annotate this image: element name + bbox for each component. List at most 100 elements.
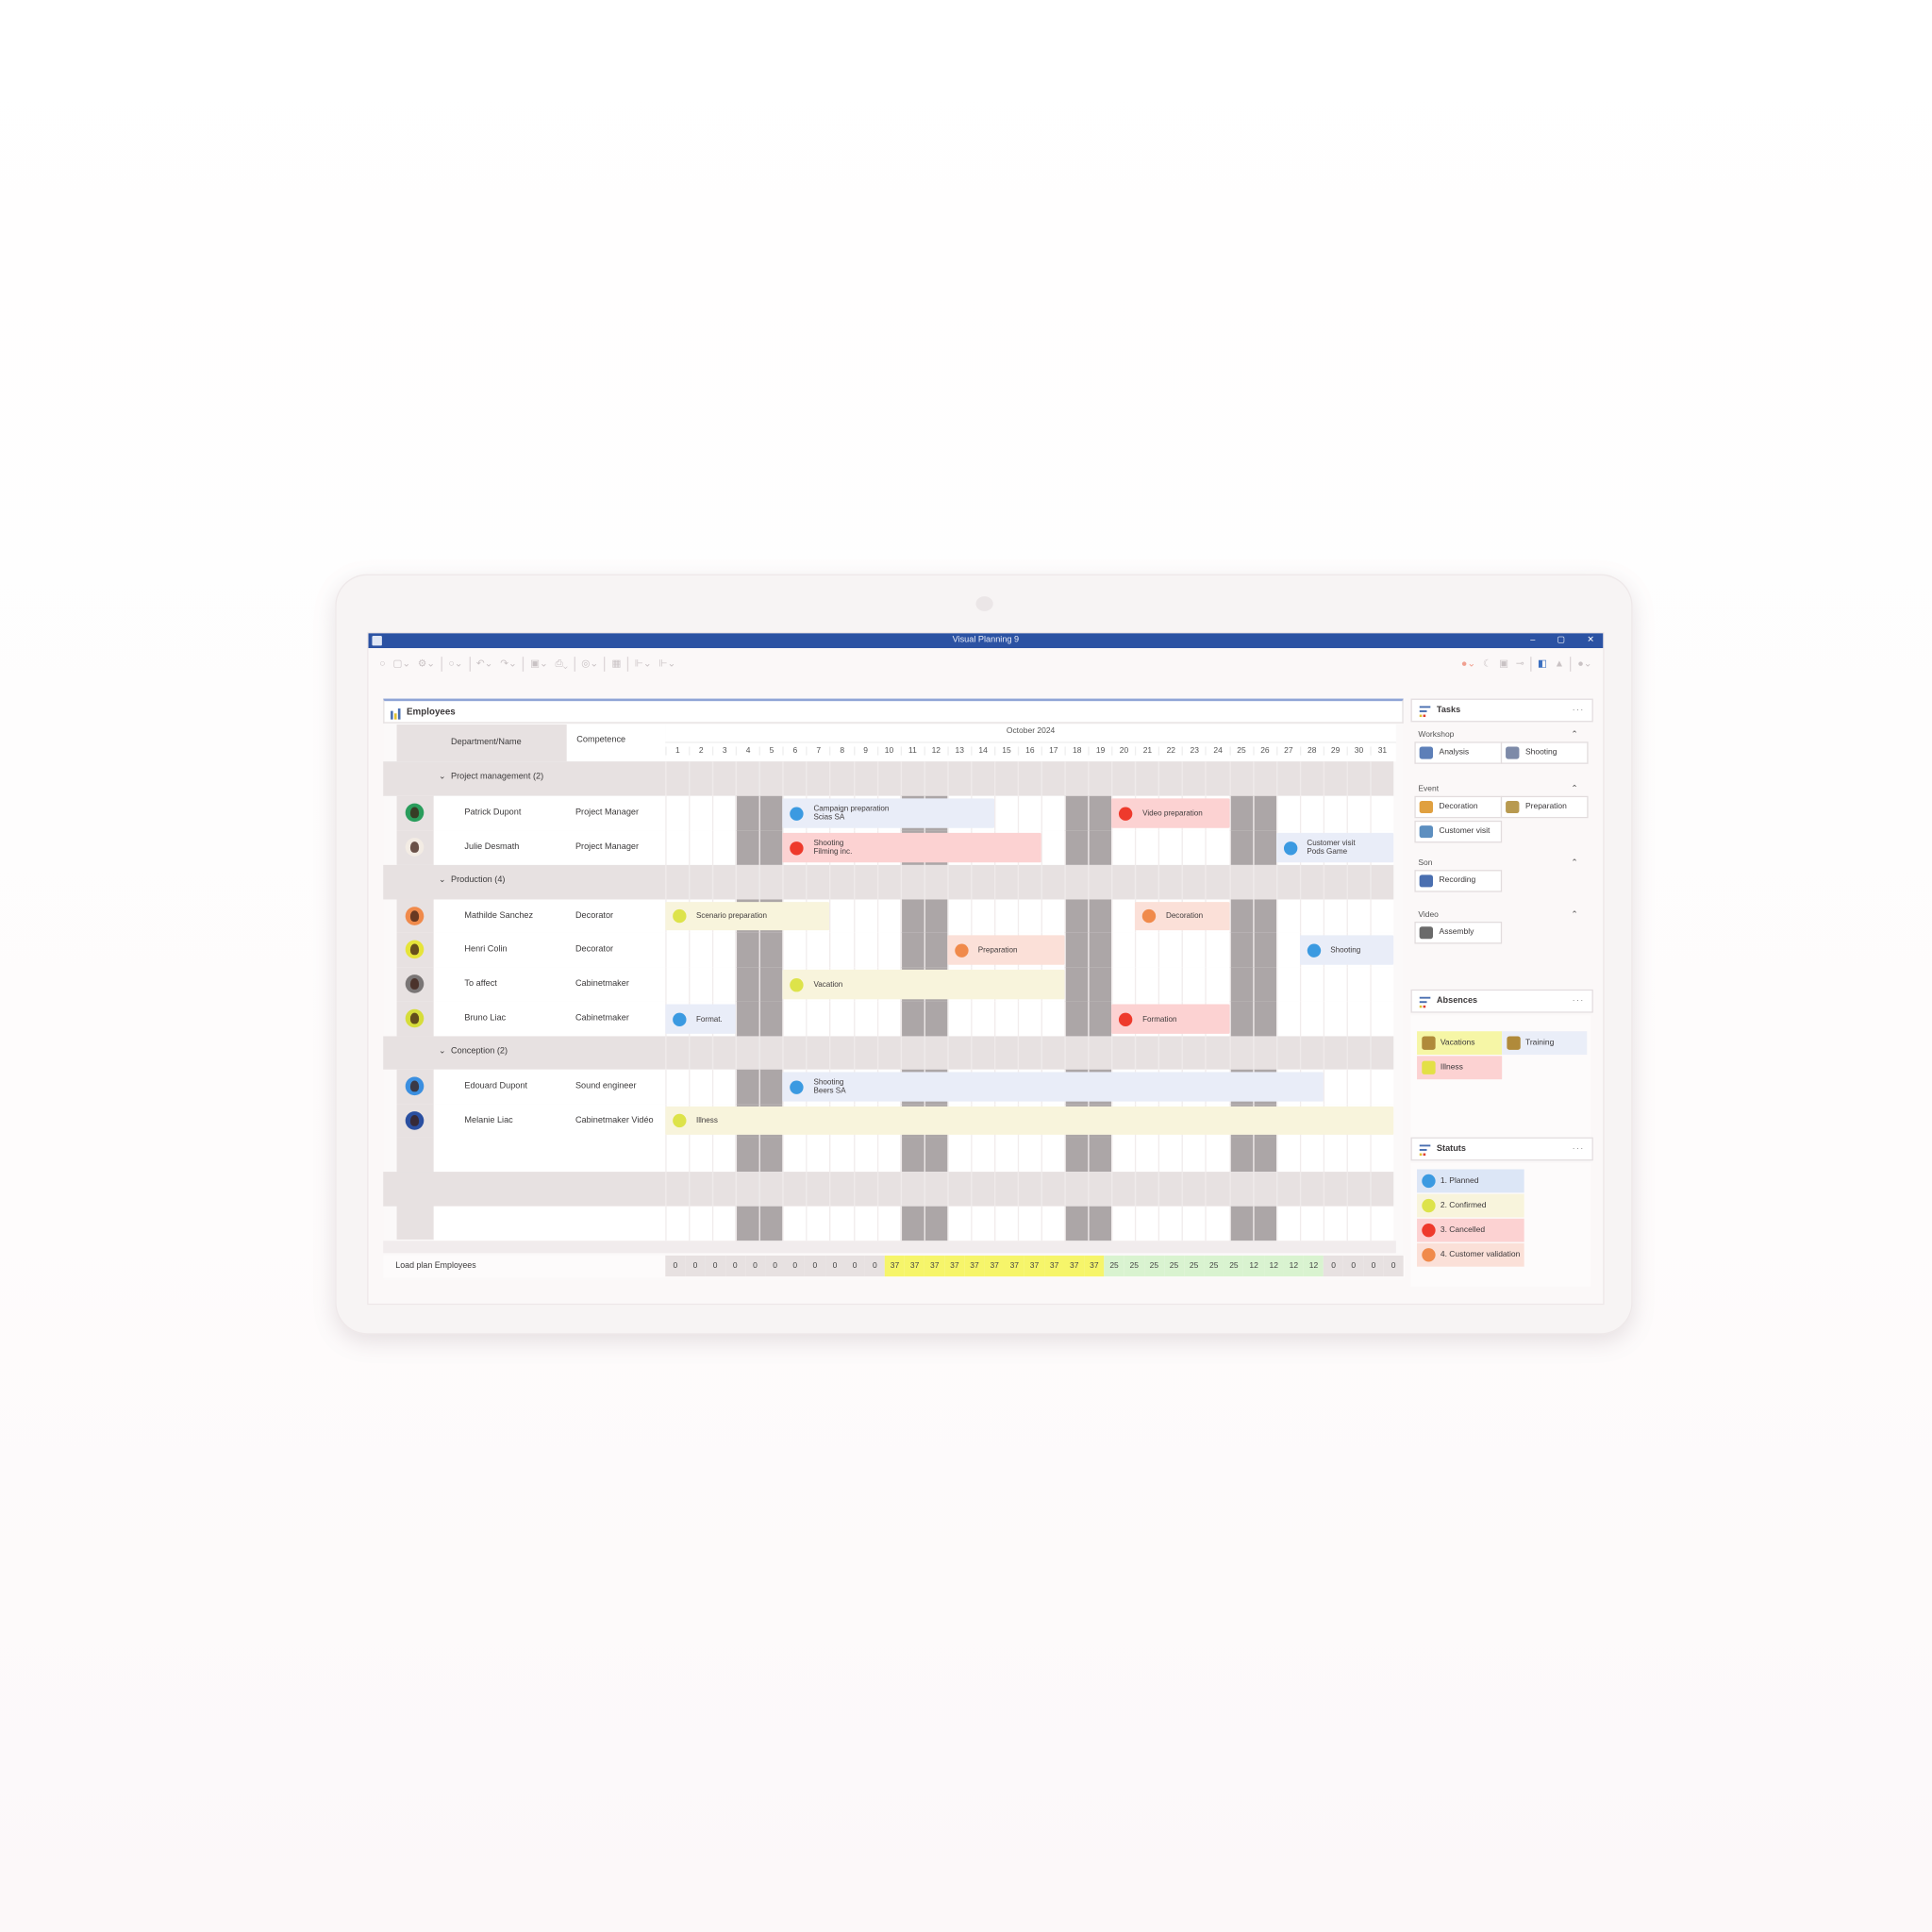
day-cell[interactable] [1299, 761, 1324, 796]
day-header[interactable]: 4 [735, 746, 759, 756]
weekend-cell[interactable] [900, 1001, 924, 1037]
day-cell[interactable] [1158, 967, 1183, 1002]
day-header[interactable]: 17 [1041, 746, 1065, 756]
day-cell[interactable] [1041, 1206, 1065, 1241]
day-cell[interactable] [1346, 1206, 1371, 1241]
day-cell[interactable] [1228, 864, 1253, 900]
day-cell[interactable] [712, 1172, 736, 1207]
employee-row[interactable]: To affect Cabinetmaker [433, 967, 666, 1002]
day-cell[interactable] [1135, 864, 1159, 900]
weekend-cell[interactable] [1064, 1001, 1089, 1037]
weekend-cell[interactable] [1064, 932, 1089, 968]
day-cell[interactable] [1299, 899, 1324, 933]
weekend-cell[interactable] [735, 1206, 759, 1241]
day-cell[interactable] [1299, 1172, 1324, 1207]
avatar[interactable] [405, 907, 425, 925]
day-cell[interactable] [1111, 761, 1136, 796]
chevron-up-icon[interactable]: ⌃ [1571, 858, 1578, 868]
day-cell[interactable] [1017, 795, 1041, 831]
day-cell[interactable] [1323, 1172, 1347, 1207]
day-cell[interactable] [1182, 761, 1207, 796]
event-bar[interactable]: Scenario preparation [665, 902, 830, 931]
day-cell[interactable] [806, 1137, 830, 1173]
day-cell[interactable] [1370, 795, 1394, 831]
day-header[interactable]: 27 [1275, 746, 1300, 756]
day-cell[interactable] [1041, 1036, 1065, 1070]
chevron-up-icon[interactable]: ⌃ [1571, 910, 1578, 920]
day-header[interactable]: 30 [1346, 746, 1370, 756]
day-cell[interactable] [1275, 1036, 1300, 1070]
day-cell[interactable] [782, 1001, 807, 1037]
weekend-cell[interactable] [1228, 1137, 1253, 1173]
day-cell[interactable] [1111, 1036, 1136, 1070]
day-cell[interactable] [924, 761, 948, 796]
day-cell[interactable] [1182, 1206, 1207, 1241]
day-cell[interactable] [947, 1001, 971, 1037]
day-header[interactable]: 23 [1182, 746, 1206, 756]
day-cell[interactable] [853, 1206, 877, 1241]
user-avatar-icon[interactable]: ●⌄ [1461, 658, 1476, 670]
day-cell[interactable] [924, 1172, 948, 1207]
day-header[interactable]: 14 [971, 746, 994, 756]
event-bar[interactable]: Shooting [1299, 935, 1394, 965]
save-icon[interactable]: ▢⌄ [392, 658, 411, 670]
day-cell[interactable] [1275, 932, 1300, 968]
day-cell[interactable] [1370, 1137, 1394, 1173]
day-cell[interactable] [782, 1172, 807, 1207]
absence-illness[interactable]: Illness [1417, 1056, 1503, 1080]
day-header[interactable]: 1 [665, 746, 689, 756]
day-cell[interactable] [1064, 864, 1089, 900]
day-cell[interactable] [1088, 761, 1112, 796]
day-cell[interactable] [853, 864, 877, 900]
avatar[interactable] [405, 1008, 425, 1028]
day-cell[interactable] [1182, 864, 1207, 900]
day-cell[interactable] [712, 830, 736, 865]
day-cell[interactable] [1346, 1172, 1371, 1207]
day-cell[interactable] [735, 1172, 759, 1207]
day-cell[interactable] [1182, 932, 1207, 968]
day-cell[interactable] [1158, 761, 1183, 796]
day-cell[interactable] [853, 1172, 877, 1207]
absences-header[interactable]: Absences ··· [1410, 989, 1593, 1013]
day-cell[interactable] [1158, 1206, 1183, 1241]
day-cell[interactable] [1017, 1206, 1041, 1241]
day-cell[interactable] [900, 1172, 924, 1207]
day-cell[interactable] [1135, 761, 1159, 796]
day-header[interactable]: 28 [1299, 746, 1324, 756]
weekend-cell[interactable] [1228, 830, 1253, 865]
day-cell[interactable] [1088, 864, 1112, 900]
employee-row[interactable]: Julie Desmath Project Manager [433, 830, 666, 865]
day-cell[interactable] [1041, 1001, 1065, 1037]
day-cell[interactable] [1228, 761, 1253, 796]
day-cell[interactable] [689, 761, 713, 796]
day-cell[interactable] [1346, 967, 1371, 1002]
day-cell[interactable] [1017, 1137, 1041, 1173]
day-header[interactable]: 22 [1158, 746, 1182, 756]
day-cell[interactable] [1323, 967, 1347, 1002]
status-item-confirmed[interactable]: 2. Confirmed [1417, 1193, 1524, 1218]
day-cell[interactable] [1017, 1036, 1041, 1070]
account-icon[interactable]: ●⌄ [1577, 658, 1592, 670]
weekend-cell[interactable] [1064, 899, 1089, 933]
day-cell[interactable] [1135, 967, 1159, 1002]
day-cell[interactable] [971, 864, 994, 900]
key-icon[interactable]: ⊸ [1515, 658, 1524, 670]
day-cell[interactable] [1135, 830, 1159, 865]
day-cell[interactable] [1346, 795, 1371, 831]
day-cell[interactable] [689, 864, 713, 900]
day-cell[interactable] [1111, 1137, 1136, 1173]
day-cell[interactable] [806, 1036, 830, 1070]
day-cell[interactable] [758, 1172, 783, 1207]
day-cell[interactable] [853, 932, 877, 968]
options-icon[interactable]: ◎⌄ [581, 658, 599, 670]
weekend-cell[interactable] [1064, 967, 1089, 1002]
day-cell[interactable] [1370, 1001, 1394, 1037]
day-cell[interactable] [1299, 1001, 1324, 1037]
day-cell[interactable] [1135, 1137, 1159, 1173]
weekend-cell[interactable] [1228, 967, 1253, 1002]
day-cell[interactable] [1041, 899, 1065, 933]
day-cell[interactable] [993, 864, 1018, 900]
event-bar[interactable]: Preparation [947, 935, 1065, 965]
weekend-cell[interactable] [758, 932, 783, 968]
weekend-cell[interactable] [1088, 1001, 1112, 1037]
